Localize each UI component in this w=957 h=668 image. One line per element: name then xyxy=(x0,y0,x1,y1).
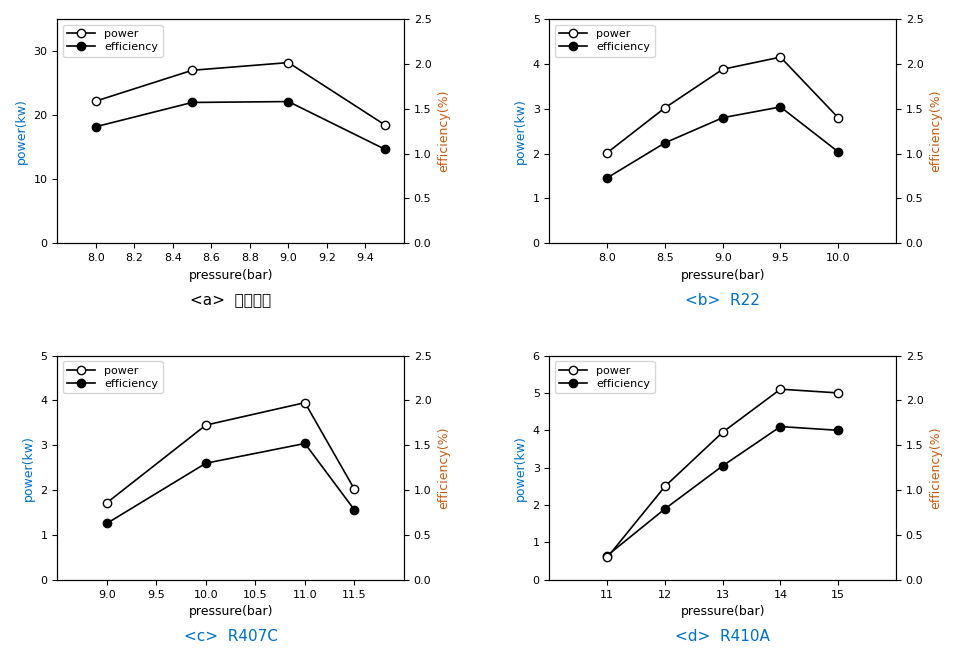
efficiency xyxy=(300,440,311,448)
efficiency xyxy=(187,98,198,106)
power xyxy=(90,97,101,105)
efficiency xyxy=(659,505,671,513)
Y-axis label: power(kw): power(kw) xyxy=(15,98,28,164)
power xyxy=(833,389,844,397)
efficiency xyxy=(601,174,612,182)
Text: <c>  R407C: <c> R407C xyxy=(184,629,278,644)
power xyxy=(300,399,311,407)
Line: power: power xyxy=(92,58,389,129)
power xyxy=(717,65,728,73)
Line: efficiency: efficiency xyxy=(102,440,359,528)
Y-axis label: power(kw): power(kw) xyxy=(514,435,527,500)
power xyxy=(833,114,844,122)
Line: efficiency: efficiency xyxy=(92,98,389,153)
power xyxy=(775,385,787,393)
Y-axis label: efficiency(%): efficiency(%) xyxy=(929,90,942,172)
Y-axis label: efficiency(%): efficiency(%) xyxy=(437,426,450,509)
Legend: power, efficiency: power, efficiency xyxy=(63,25,163,57)
power xyxy=(601,149,612,157)
Y-axis label: power(kw): power(kw) xyxy=(514,98,527,164)
Text: <a>  암모니아: <a> 암모니아 xyxy=(190,293,271,308)
efficiency xyxy=(601,552,612,560)
efficiency xyxy=(717,462,728,470)
power xyxy=(187,66,198,74)
X-axis label: pressure(bar): pressure(bar) xyxy=(189,605,273,618)
Y-axis label: efficiency(%): efficiency(%) xyxy=(929,426,942,509)
power xyxy=(200,421,211,429)
Line: power: power xyxy=(603,53,842,157)
Legend: power, efficiency: power, efficiency xyxy=(63,361,163,393)
power xyxy=(101,499,113,507)
efficiency xyxy=(282,98,294,106)
efficiency xyxy=(659,139,671,147)
power xyxy=(717,428,728,436)
power xyxy=(659,104,671,112)
efficiency xyxy=(348,506,360,514)
efficiency xyxy=(90,123,101,131)
X-axis label: pressure(bar): pressure(bar) xyxy=(680,605,765,618)
Line: efficiency: efficiency xyxy=(603,103,842,182)
efficiency xyxy=(717,114,728,122)
Y-axis label: efficiency(%): efficiency(%) xyxy=(437,90,450,172)
power xyxy=(659,482,671,490)
power xyxy=(601,554,612,562)
Line: power: power xyxy=(603,385,842,562)
Legend: power, efficiency: power, efficiency xyxy=(555,361,655,393)
power xyxy=(379,121,390,129)
power xyxy=(348,485,360,493)
efficiency xyxy=(200,459,211,467)
Legend: power, efficiency: power, efficiency xyxy=(555,25,655,57)
X-axis label: pressure(bar): pressure(bar) xyxy=(189,269,273,282)
power xyxy=(775,53,787,61)
Line: power: power xyxy=(102,399,359,507)
efficiency xyxy=(833,148,844,156)
efficiency xyxy=(775,423,787,431)
efficiency xyxy=(379,145,390,153)
efficiency xyxy=(833,426,844,434)
Line: efficiency: efficiency xyxy=(603,422,842,560)
efficiency xyxy=(101,519,113,527)
Text: <b>  R22: <b> R22 xyxy=(685,293,760,308)
Y-axis label: power(kw): power(kw) xyxy=(22,435,35,500)
power xyxy=(282,59,294,67)
efficiency xyxy=(775,103,787,111)
X-axis label: pressure(bar): pressure(bar) xyxy=(680,269,765,282)
Text: <d>  R410A: <d> R410A xyxy=(676,629,770,644)
